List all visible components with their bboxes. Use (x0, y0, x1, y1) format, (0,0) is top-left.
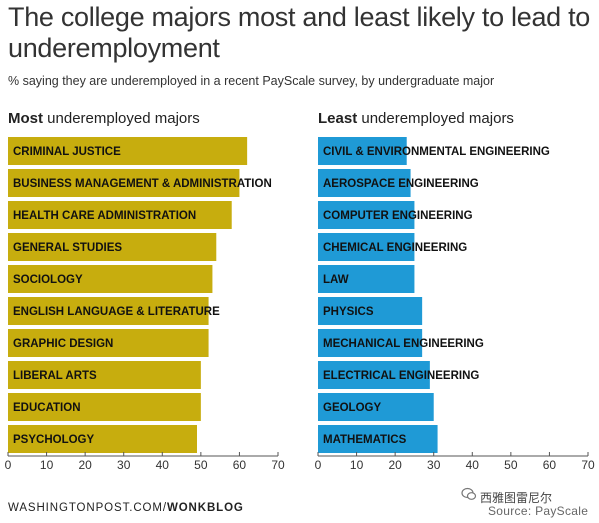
bar-most-9 (8, 393, 201, 421)
bar-label-most-4: GENERAL STUDIES (13, 242, 122, 254)
bar-label-least-9: GEOLOGY (323, 402, 381, 414)
bar-label-most-8: LIBERAL ARTS (13, 370, 97, 382)
bar-label-least-3: COMPUTER ENGINEERING (323, 210, 473, 222)
bar-label-least-10: MATHEMATICS (323, 434, 407, 446)
x-tick-label-most-3: 30 (117, 458, 131, 472)
panel-heading-least-rest: underemployed majors (357, 110, 514, 127)
bar-label-most-3: HEALTH CARE ADMINISTRATION (13, 210, 196, 222)
bar-least-9 (318, 393, 434, 421)
panel-heading-least: Least underemployed majors (318, 110, 514, 127)
bar-least-2 (318, 169, 411, 197)
bar-label-most-2: BUSINESS MANAGEMENT & ADMINISTRATION (13, 178, 272, 190)
x-tick-label-most-4: 40 (156, 458, 170, 472)
x-tick-label-most-5: 50 (194, 458, 208, 472)
x-tick-label-most-1: 10 (40, 458, 54, 472)
x-tick-label-least-5: 50 (504, 458, 518, 472)
panel-heading-most-rest: underemployed majors (43, 110, 200, 127)
x-tick-label-most-7: 70 (271, 458, 285, 472)
bar-most-7 (8, 329, 209, 357)
bar-most-1 (8, 137, 248, 165)
bar-label-least-8: ELECTRICAL ENGINEERING (323, 370, 479, 382)
bar-most-4 (8, 233, 217, 261)
panel-heading-most: Most underemployed majors (8, 110, 200, 127)
bar-least-3 (318, 201, 415, 229)
x-tick-label-least-6: 60 (543, 458, 557, 472)
bar-label-least-6: PHYSICS (323, 306, 374, 318)
bar-label-most-5: SOCIOLOGY (13, 274, 83, 286)
watermark-text: 西雅图雷尼尔 (480, 491, 553, 505)
x-tick-label-least-4: 40 (466, 458, 480, 472)
panel-heading-least-bold: Least (318, 110, 358, 127)
bar-least-7 (318, 329, 423, 357)
bar-least-5 (318, 265, 415, 293)
bar-least-1 (318, 137, 407, 165)
chart-subtitle: % saying they are underemployed in a rec… (8, 74, 495, 88)
bar-most-2 (8, 169, 240, 197)
x-tick-label-least-1: 10 (350, 458, 364, 472)
x-tick-label-least-7: 70 (581, 458, 595, 472)
bar-least-4 (318, 233, 415, 261)
bar-label-most-1: CRIMINAL JUSTICE (13, 146, 121, 158)
bar-least-10 (318, 425, 438, 453)
bar-label-least-1: CIVIL & ENVIRONMENTAL ENGINEERING (323, 146, 550, 158)
bar-label-most-6: ENGLISH LANGUAGE & LITERATURE (13, 306, 220, 318)
bar-most-8 (8, 361, 201, 389)
bar-label-least-4: CHEMICAL ENGINEERING (323, 242, 467, 254)
bar-most-6 (8, 297, 209, 325)
source-note: Source: PayScale (488, 504, 589, 518)
x-tick-label-least-2: 20 (388, 458, 402, 472)
bar-label-most-10: PSYCHOLOGY (13, 434, 94, 446)
x-tick-label-most-0: 0 (5, 458, 12, 472)
footer-section: WONKBLOG (166, 502, 244, 514)
bar-least-8 (318, 361, 430, 389)
bar-label-least-2: AEROSPACE ENGINEERING (323, 178, 479, 190)
footer-site: WASHINGTONPOST.COM/ (8, 502, 167, 514)
panel-heading-most-bold: Most (8, 110, 43, 127)
bar-least-6 (318, 297, 423, 325)
bar-label-most-7: GRAPHIC DESIGN (13, 338, 113, 350)
x-tick-label-least-0: 0 (315, 458, 322, 472)
wechat-icon (461, 487, 477, 500)
x-tick-label-least-3: 30 (427, 458, 441, 472)
x-tick-label-most-2: 20 (78, 458, 92, 472)
bar-label-least-5: LAW (323, 274, 349, 286)
footer-credit: WASHINGTONPOST.COM/WONKBLOG (8, 502, 244, 514)
bar-label-least-7: MECHANICAL ENGINEERING (323, 338, 484, 350)
bar-label-most-9: EDUCATION (13, 402, 81, 414)
bar-most-5 (8, 265, 213, 293)
bar-most-10 (8, 425, 197, 453)
x-tick-label-most-6: 60 (233, 458, 247, 472)
bar-most-3 (8, 201, 232, 229)
chart-title: The college majors most and least likely… (8, 2, 590, 63)
